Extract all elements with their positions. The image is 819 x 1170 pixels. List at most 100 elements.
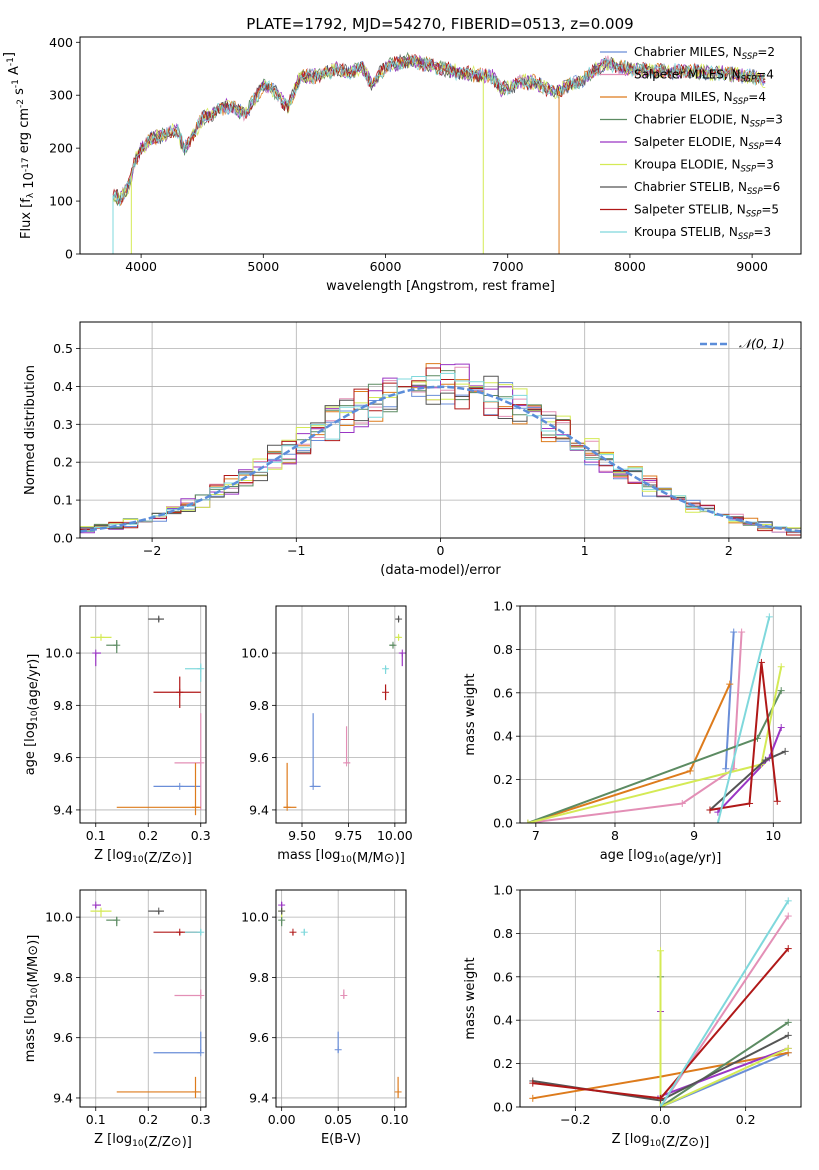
x-tick-label: 0.3 — [191, 828, 211, 843]
series-chabrier-miles — [722, 628, 738, 773]
y-axis-label: age [log10(age/yr)] — [23, 654, 41, 776]
y-tick-label: 0.2 — [53, 455, 73, 470]
point-marker — [395, 615, 403, 623]
point-marker — [289, 928, 297, 936]
series-kroupa-stelib — [657, 897, 792, 1107]
x-tick-label: −0.2 — [560, 1112, 590, 1127]
series-line — [716, 616, 771, 823]
point-marker — [197, 928, 205, 936]
point-marker — [398, 649, 406, 657]
y-tick-label: 0 — [65, 247, 73, 262]
point-kroupa-miles — [283, 762, 297, 811]
point-marker — [343, 759, 351, 767]
point-chabrier-stelib — [148, 615, 164, 623]
grid — [276, 606, 406, 823]
y-axis-label: mass [log10(M/M⊙)] — [23, 935, 41, 1063]
point-marker — [176, 688, 184, 696]
point-chabrier-elodie — [106, 639, 121, 654]
x-tick-label: 9 — [690, 828, 698, 843]
y-tick-label: 0.2 — [493, 772, 513, 787]
y-tick-label: 0.6 — [493, 685, 513, 700]
series-point — [777, 687, 785, 695]
point-marker — [92, 901, 100, 909]
point-salpeter-miles — [174, 713, 205, 810]
series-point — [657, 1094, 664, 1102]
x-tick-label: 8 — [611, 828, 619, 843]
axes-frame — [79, 36, 802, 255]
point-marker — [382, 688, 390, 696]
x-tick-label: 1 — [581, 543, 589, 558]
plot-area — [529, 897, 792, 1107]
point-kroupa-elodie — [90, 633, 112, 641]
point-marker — [334, 1046, 342, 1054]
x-tick-label: −1 — [287, 543, 305, 558]
point-marker — [309, 782, 317, 790]
point-marker — [192, 1088, 199, 1096]
x-tick-label: 10.00 — [377, 828, 413, 843]
point-marker — [92, 649, 100, 657]
series-kroupa-miles — [524, 680, 734, 823]
point-salpeter-stelib — [289, 928, 297, 936]
point-marker — [197, 991, 205, 999]
x-tick-label: 0.2 — [138, 1112, 158, 1127]
point-salpeter-elodie — [278, 901, 286, 909]
point-marker — [155, 615, 163, 623]
series-point — [761, 756, 769, 764]
y-tick-label: 0.3 — [53, 417, 73, 432]
y-tick-label: 1.0 — [493, 599, 513, 614]
panel-age-vs-Z: 0.1 0.2 0.3 9.4 9.6 9.8 10.0 Z [log10(Z/Z⊙)] age… — [23, 605, 211, 866]
series-point — [777, 663, 785, 671]
panel-residuals: −2 −1 0 1 2 0.0 0.1 0.2 0.3 0.4 0.5 (data-model)/er… — [23, 321, 802, 578]
x-tick-label: 0.3 — [191, 1112, 211, 1127]
gaussian-curve — [80, 385, 801, 533]
y-tick-label: 9.6 — [249, 1030, 269, 1045]
series-point — [784, 1018, 792, 1026]
point-marker — [113, 641, 121, 649]
point-salpeter-elodie — [92, 901, 101, 909]
x-axis-label: Z [log10(Z/Z⊙)] — [612, 1132, 710, 1150]
x-tick-label: 0.2 — [736, 1112, 756, 1127]
panel-spectrum: 4000 5000 6000 7000 8000 9000 0 100 200 300 400 wav… — [2, 35, 802, 294]
x-axis-label: Z [log10(Z/Z⊙)] — [94, 848, 192, 866]
series-line — [659, 900, 790, 1107]
spectrum-line-kroupa-stelib — [112, 55, 766, 207]
point-marker — [192, 803, 199, 811]
series-point — [529, 1094, 537, 1102]
point-marker — [389, 641, 397, 649]
series-point — [529, 1079, 537, 1087]
series-line — [724, 631, 735, 769]
point-marker — [97, 633, 105, 641]
y-tick-label: 9.8 — [249, 698, 269, 713]
legend: Chabrier MILES, NSSP=2 Salpeter MILES, NS… — [600, 45, 783, 242]
axes-frame — [519, 605, 802, 824]
panel-weight-vs-age: 7 8 9 10 0.0 0.2 0.4 0.6 0.8 1.0 age [log10(age/yr… — [463, 599, 802, 866]
y-tick-label: 0.0 — [53, 531, 73, 546]
series-point — [784, 897, 792, 905]
point-kroupa-stelib — [185, 663, 205, 682]
point-salpeter-elodie — [92, 649, 101, 667]
point-kroupa-elodie — [90, 907, 112, 918]
point-salpeter-miles — [174, 989, 205, 999]
y-tick-label: 10.0 — [45, 910, 73, 925]
axes-frame — [79, 889, 207, 1108]
series-point — [714, 819, 722, 823]
series-point — [657, 947, 664, 955]
axes-frame — [79, 605, 207, 824]
legend-entry-kroupa-stelib: Kroupa STELIB, NSSP=3 — [634, 225, 771, 242]
y-tick-label: 0.6 — [493, 969, 513, 984]
series-point — [784, 945, 792, 953]
point-marker — [197, 665, 205, 673]
series-point — [784, 1044, 792, 1052]
plot-area — [90, 901, 205, 1098]
x-tick-label: 6000 — [370, 259, 402, 274]
series-point — [738, 628, 746, 636]
x-tick-label: 7 — [532, 828, 540, 843]
x-axis-label: mass [log10(M/M⊙)] — [277, 848, 405, 866]
plot-area — [90, 615, 205, 816]
legend-entry-salpeter-stelib: Salpeter STELIB, NSSP=5 — [634, 203, 779, 220]
series-point — [730, 628, 738, 636]
x-tick-label: 0.0 — [651, 1112, 671, 1127]
legend-entry-kroupa-miles: Kroupa MILES, NSSP=4 — [634, 90, 766, 107]
x-tick-label: −2 — [143, 543, 161, 558]
